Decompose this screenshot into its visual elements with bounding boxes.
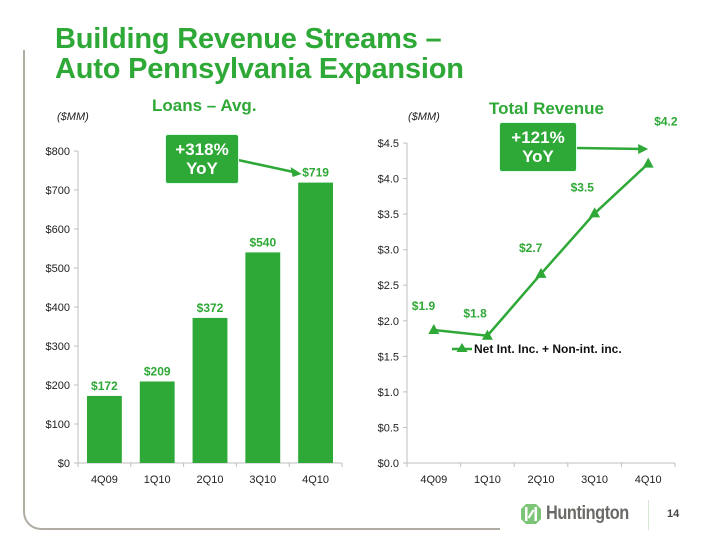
legend-label: Net Int. Inc. + Non-int. inc. bbox=[474, 342, 622, 356]
x-tick-label: 3Q10 bbox=[581, 474, 608, 486]
callout-arrow bbox=[237, 158, 294, 174]
x-tick-label: 1Q10 bbox=[474, 474, 501, 486]
loans-yoy-value: +318% bbox=[175, 140, 229, 159]
y-tick-label: $3.0 bbox=[378, 245, 399, 257]
loans-chart-title: Loans – Avg. bbox=[152, 96, 257, 115]
y-tick-label: $0.0 bbox=[378, 458, 399, 470]
y-tick-label: $2.0 bbox=[378, 316, 399, 328]
loans-yoy-label: YoY bbox=[186, 159, 218, 178]
y-tick-label: $400 bbox=[46, 302, 70, 314]
x-tick-label: 4Q09 bbox=[420, 474, 447, 486]
bar bbox=[192, 317, 228, 463]
callout-arrow bbox=[575, 146, 641, 151]
footer-divider bbox=[648, 500, 649, 530]
x-tick-label: 3Q10 bbox=[249, 474, 276, 486]
y-tick-label: $200 bbox=[46, 380, 70, 392]
brand-name: Huntington bbox=[546, 503, 629, 524]
x-tick-label: 4Q10 bbox=[302, 474, 329, 486]
y-tick-label: $300 bbox=[46, 341, 70, 353]
bar-data-label: $209 bbox=[144, 364, 171, 378]
bar-data-label: $172 bbox=[91, 379, 118, 393]
point-data-label: $2.7 bbox=[519, 241, 543, 255]
y-tick-label: $4.0 bbox=[378, 174, 399, 186]
bar bbox=[86, 395, 122, 463]
callout-arrowhead bbox=[290, 167, 302, 177]
loans-unit-label: ($MM) bbox=[57, 111, 89, 123]
legend: Net Int. Inc. + Non-int. inc. bbox=[452, 342, 622, 356]
y-tick-label: $600 bbox=[46, 224, 70, 236]
x-tick-label: 4Q09 bbox=[91, 474, 118, 486]
bar bbox=[245, 252, 281, 463]
bar-data-label: $719 bbox=[302, 166, 329, 180]
legend-marker bbox=[456, 343, 468, 352]
revenue-yoy-label: YoY bbox=[522, 147, 554, 166]
revenue-yoy-value: +121% bbox=[511, 128, 565, 147]
slide-title: Building Revenue Streams – Auto Pennsylv… bbox=[55, 24, 464, 84]
revenue-chart-title: Total Revenue bbox=[489, 99, 604, 118]
y-tick-label: $100 bbox=[46, 419, 70, 431]
revenue-unit-label: ($MM) bbox=[408, 111, 440, 123]
y-tick-label: $0 bbox=[58, 458, 70, 470]
y-tick-label: $1.5 bbox=[378, 351, 399, 363]
triangle-marker bbox=[589, 207, 601, 218]
bar bbox=[139, 381, 175, 463]
triangle-marker bbox=[642, 157, 654, 168]
triangle-marker bbox=[535, 267, 547, 278]
point-data-label: $3.5 bbox=[571, 180, 595, 194]
huntington-logo: Huntington bbox=[520, 503, 642, 525]
y-tick-label: $3.5 bbox=[378, 209, 399, 221]
title-line-2: Auto Pennsylvania Expansion bbox=[55, 53, 464, 85]
triangle-marker bbox=[428, 324, 440, 335]
callout-arrowhead bbox=[638, 144, 649, 154]
loans-yoy-callout: +318% YoY bbox=[166, 135, 238, 183]
frame-gap bbox=[500, 520, 720, 532]
y-tick-label: $500 bbox=[46, 263, 70, 275]
x-tick-label: 4Q10 bbox=[635, 474, 662, 486]
y-tick-label: $1.0 bbox=[378, 387, 399, 399]
triangle-marker bbox=[481, 329, 493, 340]
y-tick-label: $800 bbox=[46, 146, 70, 158]
y-tick-label: $2.5 bbox=[378, 280, 399, 292]
y-tick-label: $700 bbox=[46, 185, 70, 197]
slide-frame bbox=[23, 50, 720, 530]
bar-data-label: $372 bbox=[197, 301, 224, 315]
x-tick-label: 1Q10 bbox=[144, 474, 171, 486]
huntington-logo-icon bbox=[521, 504, 541, 524]
bar-data-label: $540 bbox=[249, 235, 276, 249]
y-tick-label: $0.5 bbox=[378, 422, 399, 434]
y-tick-label: $4.5 bbox=[378, 138, 399, 150]
point-data-label: $1.8 bbox=[463, 307, 487, 321]
title-line-1: Building Revenue Streams – bbox=[55, 23, 442, 55]
page-number: 14 bbox=[667, 508, 680, 520]
point-data-label: $4.2 bbox=[654, 115, 678, 129]
x-tick-label: 2Q10 bbox=[528, 474, 555, 486]
point-data-label: $1.9 bbox=[412, 299, 436, 313]
bar bbox=[298, 182, 334, 463]
revenue-yoy-callout: +121% YoY bbox=[500, 123, 576, 171]
x-tick-label: 2Q10 bbox=[197, 474, 224, 486]
